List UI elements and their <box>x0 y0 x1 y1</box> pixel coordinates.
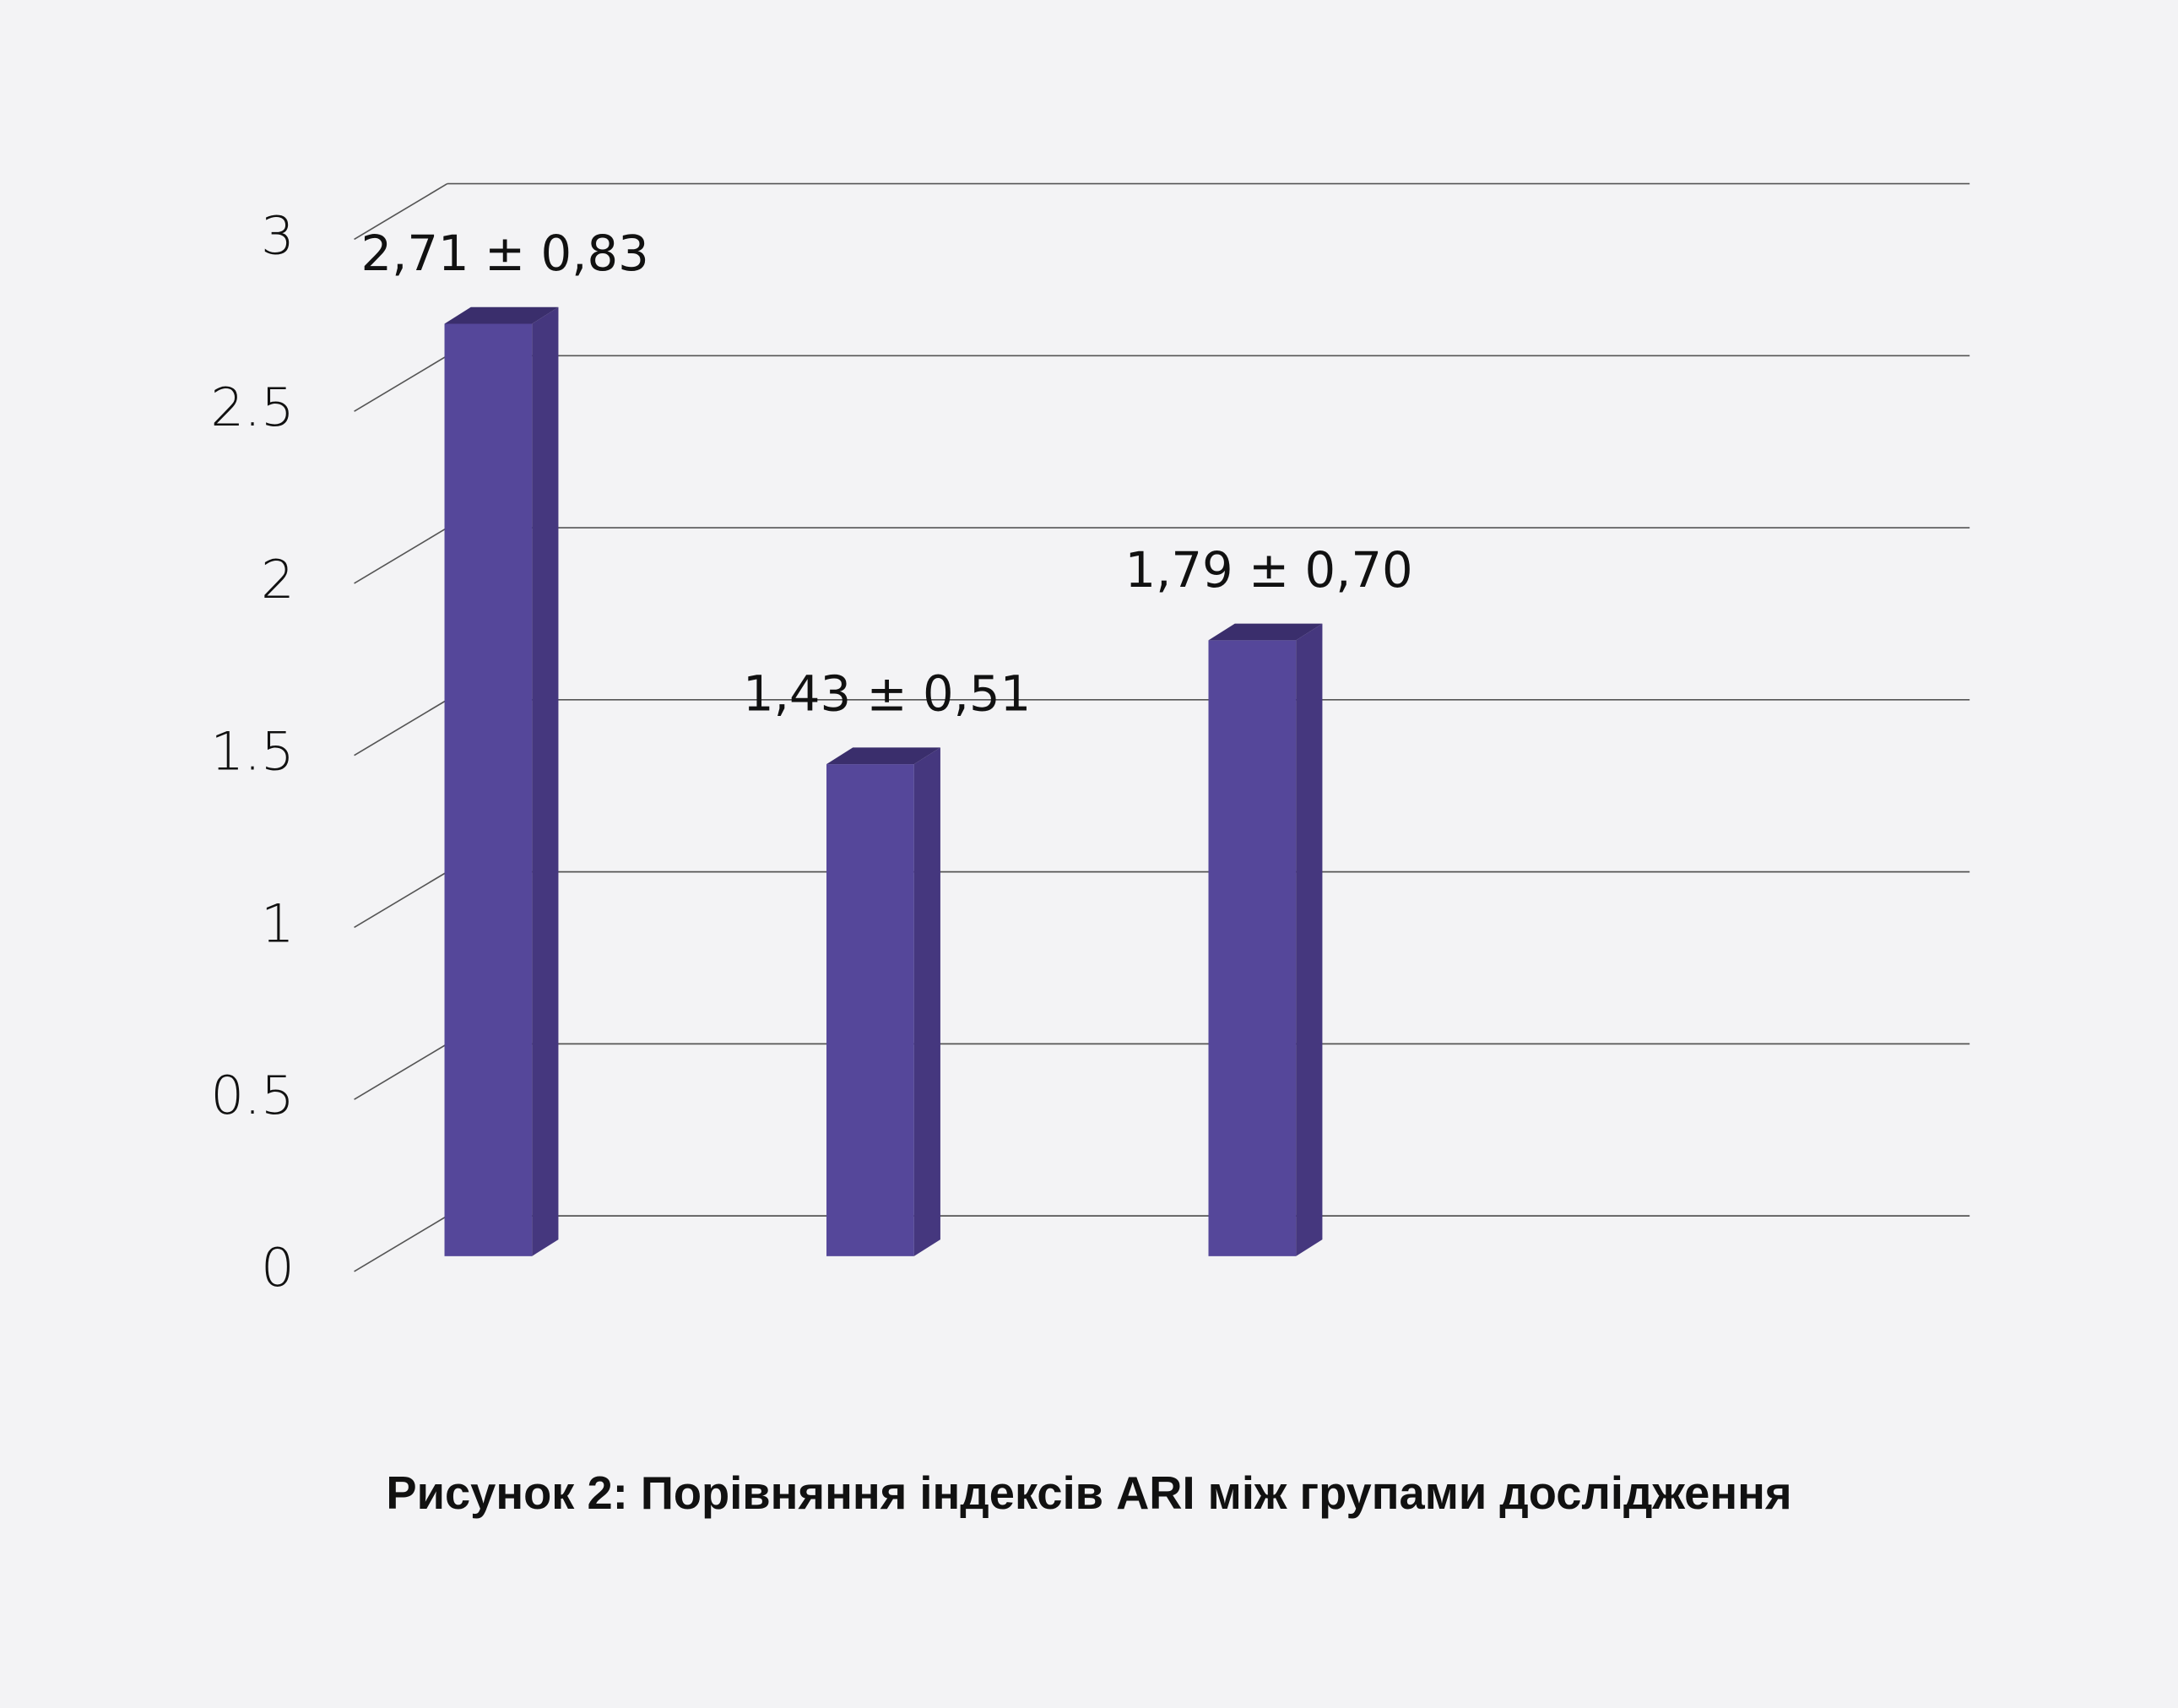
y-tick-label: 0.5 <box>210 1065 294 1126</box>
y-tick-label: 1.5 <box>210 721 294 783</box>
bar-front <box>1208 640 1297 1256</box>
chart-title: Рисунок 2: Порівняння індексів ARI між г… <box>386 1467 1791 1519</box>
grid-line-side <box>354 1215 448 1272</box>
bar-top <box>444 306 559 324</box>
grid-line-side <box>354 527 448 584</box>
value-label: 1,43 ± 0,51 <box>743 666 1031 723</box>
bar-front <box>826 764 914 1256</box>
grid-line-side <box>354 1043 448 1100</box>
bar <box>826 747 940 1256</box>
bar-top <box>1208 623 1323 641</box>
value-label: 2,71 ± 0,83 <box>360 225 648 282</box>
y-tick-label: 1 <box>261 892 295 954</box>
y-tick-label: 0 <box>261 1237 295 1299</box>
bar-top <box>826 747 940 765</box>
bar <box>444 306 559 1256</box>
bar-side <box>532 306 559 1256</box>
grid-line-side <box>354 182 448 241</box>
bar-front <box>444 323 533 1256</box>
bar-side <box>1296 623 1323 1256</box>
value-label: 1,79 ± 0,70 <box>1124 542 1412 599</box>
grid-line-side <box>354 355 448 412</box>
y-tick-label: 2.5 <box>210 377 294 438</box>
grid-line-side <box>354 870 448 929</box>
grid-line-side <box>354 699 448 756</box>
bar-side <box>913 747 940 1256</box>
y-tick-label: 2 <box>261 549 295 610</box>
bar <box>1208 623 1323 1256</box>
y-tick-label: 3 <box>261 204 295 266</box>
